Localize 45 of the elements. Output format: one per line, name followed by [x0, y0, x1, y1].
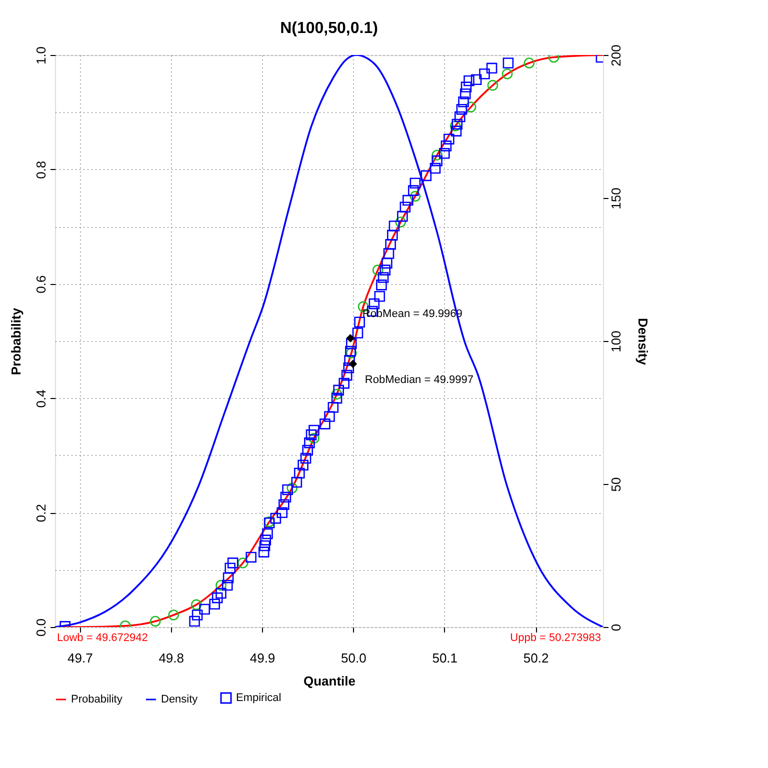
chart-title: N(100,50,0.1) — [280, 20, 378, 38]
y-tick-label: 0.0 — [34, 618, 48, 637]
x-tick-label: 49.8 — [158, 650, 184, 666]
text: Lowb = 49.672942 — [57, 632, 148, 644]
x-tick-label: 49.9 — [250, 650, 276, 666]
y-tick-label: 0.4 — [34, 390, 48, 408]
y2-tick-label: 150 — [608, 188, 624, 210]
text: Uppb = 50.273983 — [510, 632, 601, 644]
point — [410, 190, 421, 202]
annotation: RobMedian = 49.9997 — [364, 374, 474, 386]
y-tick-label: 0.2 — [34, 504, 48, 522]
x-tick-label: 50.0 — [341, 650, 366, 666]
point — [502, 68, 513, 80]
y-axis-title: Probability — [8, 307, 24, 376]
y2-tick-label: 200 — [608, 44, 624, 66]
point — [395, 216, 406, 228]
point — [348, 360, 358, 368]
point — [346, 334, 355, 342]
point — [216, 580, 226, 591]
point — [237, 558, 248, 568]
x-tick-label: 50.2 — [523, 650, 549, 666]
point — [432, 150, 442, 160]
x-tick-label: 49.7 — [68, 650, 93, 666]
y-tick-label: 0.6 — [34, 275, 48, 294]
legend-label: Empirical — [236, 692, 282, 704]
point — [372, 264, 384, 276]
point — [150, 616, 161, 627]
y-tick-label: 0.8 — [34, 160, 48, 179]
x-tick-label: 50.1 — [432, 650, 458, 666]
point — [168, 610, 179, 620]
y2-tick-label: 100 — [608, 330, 624, 352]
point — [190, 599, 202, 610]
legend-label: Probability — [71, 694, 123, 706]
y2-axis-title: Density — [636, 318, 650, 366]
point — [465, 102, 476, 112]
y2-tick-label: 0 — [608, 624, 624, 632]
point — [524, 58, 535, 68]
legend-label: Density — [161, 694, 198, 706]
point — [331, 388, 342, 400]
point — [286, 482, 298, 494]
point — [308, 432, 320, 444]
x-axis-title: Quantile — [303, 674, 356, 688]
y-tick-label: 1.0 — [34, 46, 48, 65]
point — [487, 80, 498, 91]
y2-tick-label: 50 — [608, 477, 624, 492]
